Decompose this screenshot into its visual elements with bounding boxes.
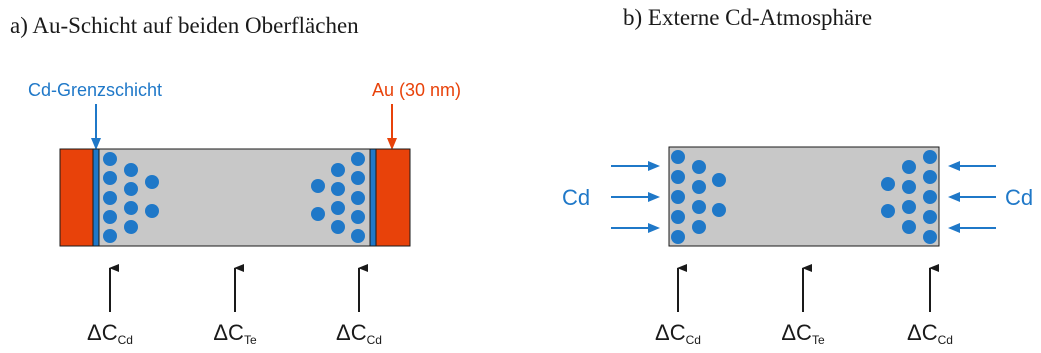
panel-a-caption: a) Au-Schicht auf beiden Oberflächen <box>10 13 359 38</box>
panel-b-caption: b) Externe Cd-Atmosphäre <box>623 5 872 30</box>
gradient-arrows-a <box>109 264 368 312</box>
gradient-label-b-right: ΔCCd <box>907 320 953 347</box>
crystal-bar-b <box>668 146 940 247</box>
gradient-label-a-right: ΔCCd <box>336 320 382 347</box>
cd-interface-left <box>92 148 100 247</box>
gold-layer-left <box>59 148 94 247</box>
gradient-label-b-left: ΔCCd <box>655 320 701 347</box>
gold-layer-label: Au (30 nm) <box>372 80 461 100</box>
gold-pointer-arrow <box>387 104 397 150</box>
cd-flux-arrows-left <box>611 161 660 233</box>
interface-pointer-arrow <box>91 104 101 150</box>
gradient-label-a-center: ΔCTe <box>213 320 257 347</box>
cd-atoms-b <box>671 150 937 244</box>
panel-b: b) Externe Cd-Atmosphäre Cd Cd <box>562 5 1033 347</box>
cd-flux-arrows-right <box>948 161 996 233</box>
cd-source-label-right: Cd <box>1005 185 1033 210</box>
cd-source-label-left: Cd <box>562 185 590 210</box>
cd-interface-label: Cd-Grenzschicht <box>28 80 162 100</box>
gold-layer-right <box>375 148 411 247</box>
gradient-label-b-center: ΔCTe <box>781 320 825 347</box>
gradient-arrows-b <box>677 264 939 312</box>
cd-interface-right <box>369 148 377 247</box>
cd-atoms-a <box>103 152 365 243</box>
panel-a: a) Au-Schicht auf beiden Oberflächen Cd-… <box>10 13 461 347</box>
gradient-label-a-left: ΔCCd <box>87 320 133 347</box>
